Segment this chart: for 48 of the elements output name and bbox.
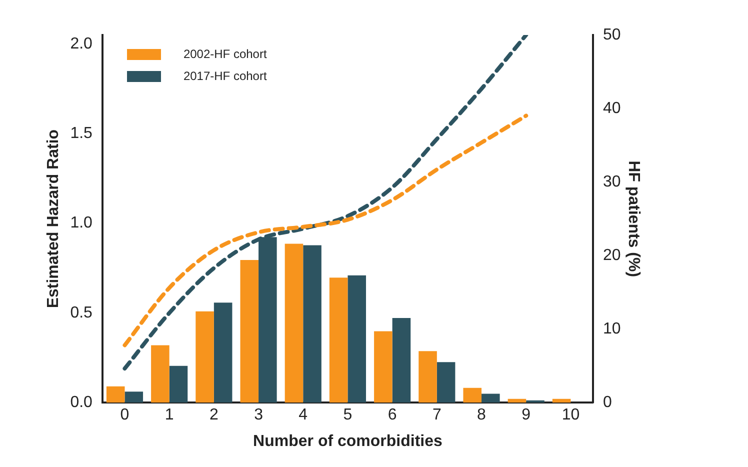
x-tick-label: 6 (388, 406, 397, 424)
x-tick-label: 0 (120, 406, 130, 424)
x-tick-label: 5 (343, 406, 352, 424)
y2-tick-label: 50 (603, 26, 621, 44)
bar (436, 362, 456, 403)
bar (106, 386, 125, 403)
bar (151, 345, 170, 403)
bar (169, 366, 188, 403)
bar (329, 278, 348, 403)
x-tick-label: 9 (522, 406, 531, 424)
y-tick-label: 0.0 (70, 394, 93, 412)
bar (418, 351, 437, 403)
y-tick-label: 1.0 (70, 214, 93, 232)
bar (303, 245, 322, 403)
y-tick-label: 1.5 (70, 125, 93, 142)
x-tick-label: 10 (562, 406, 580, 424)
bar (124, 392, 144, 403)
x-axis-title: Number of comorbidities (253, 432, 442, 450)
x-tick-label: 8 (477, 406, 486, 424)
bar (284, 244, 304, 403)
bar (463, 388, 482, 403)
line-series (122, 114, 528, 348)
y-tick-label: 2.0 (70, 35, 93, 52)
bar (392, 318, 411, 403)
bar (214, 302, 232, 403)
bar (240, 260, 259, 403)
bar (526, 400, 544, 403)
legend-label: 2002-HF cohort (183, 47, 267, 61)
y2-axis-title: HF patients (%) (624, 160, 642, 278)
bar (196, 311, 214, 403)
y2-tick-label: 40 (603, 100, 621, 117)
y2-tick-label: 30 (603, 173, 621, 190)
x-tick-label: 2 (209, 406, 218, 424)
x-tick-label: 7 (432, 406, 442, 424)
x-tick-label: 1 (164, 406, 174, 424)
bar (552, 398, 571, 403)
y2-tick-label: 20 (603, 246, 621, 264)
y-tick-label: 0.5 (70, 304, 93, 322)
y-axis-title: Estimated Hazard Ratio (45, 129, 62, 308)
bar (508, 398, 526, 403)
y2-tick-label: 0 (603, 394, 612, 412)
bar (482, 394, 500, 403)
legend-label: 2017-HF cohort (183, 69, 267, 83)
bar (374, 331, 392, 403)
y2-tick-label: 10 (603, 320, 621, 338)
x-tick-label: 4 (298, 406, 308, 424)
bar (348, 275, 366, 403)
x-tick-label: 3 (254, 406, 264, 424)
